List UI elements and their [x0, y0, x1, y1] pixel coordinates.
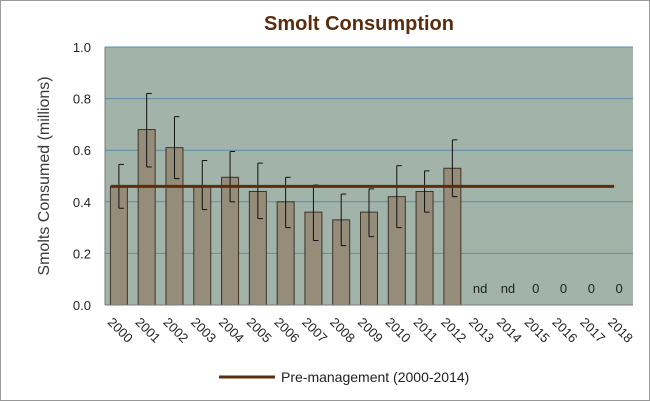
bar-annotation-2018: 0	[615, 281, 622, 296]
x-tick-label-2017: 2017	[577, 315, 608, 346]
x-tick-label-2010: 2010	[383, 315, 414, 346]
x-tick-label-2008: 2008	[327, 315, 358, 346]
axes	[104, 47, 633, 306]
x-tick-label-2009: 2009	[355, 315, 386, 346]
y-tick-label: 0.4	[73, 195, 91, 210]
y-tick-label: 0.0	[73, 298, 91, 313]
x-tick-label-2000: 2000	[105, 315, 136, 346]
bar-annotation-2013: nd	[473, 281, 487, 296]
x-tick-label-2002: 2002	[160, 315, 191, 346]
bar-annotations: nd nd 0 0 0 0	[473, 281, 623, 296]
bar-annotation-2016: 0	[560, 281, 567, 296]
y-tick-label: 1.0	[73, 40, 91, 55]
x-tick-label-2014: 2014	[494, 315, 525, 346]
chart-title: Smolt Consumption	[264, 13, 454, 35]
bar-annotation-2015: 0	[532, 281, 539, 296]
x-tick-labels: 2000200120022003200420052006200720082009…	[105, 315, 636, 346]
x-tick-label-2011: 2011	[410, 315, 440, 345]
x-tick-label-2015: 2015	[522, 315, 553, 346]
x-tick-label-2004: 2004	[216, 315, 247, 346]
y-tick-label: 0.8	[73, 92, 91, 107]
x-tick-label-2007: 2007	[299, 315, 330, 346]
y-tick-label: 0.2	[73, 246, 91, 261]
x-tick-label-2012: 2012	[438, 315, 469, 346]
bar-annotation-2014: nd	[501, 281, 515, 296]
x-tick-label-2018: 2018	[605, 315, 636, 346]
x-tick-label-2006: 2006	[272, 315, 303, 346]
x-tick-label-2016: 2016	[549, 315, 580, 346]
y-tick-labels: 0.0 0.2 0.4 0.6 0.8 1.0	[73, 40, 91, 313]
x-tick-label-2003: 2003	[188, 315, 219, 346]
legend: Pre-management (2000-2014)	[219, 369, 469, 385]
legend-label-pre-management: Pre-management (2000-2014)	[281, 369, 469, 385]
x-tick-label-2013: 2013	[466, 315, 497, 346]
bar-annotation-2017: 0	[588, 281, 595, 296]
x-tick-label-2005: 2005	[244, 315, 275, 346]
x-tick-label-2001: 2001	[133, 315, 164, 346]
y-axis-label: Smolts Consumed (millions)	[36, 76, 53, 275]
y-tick-label: 0.6	[73, 143, 91, 158]
